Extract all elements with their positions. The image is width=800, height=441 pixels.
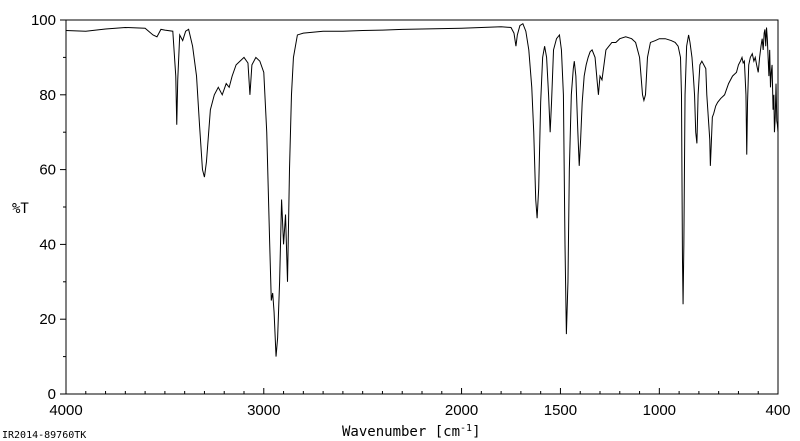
y-tick-label: 60	[39, 162, 56, 179]
x-tick-label: 1500	[544, 402, 577, 419]
x-axis-label-main: Wavenumber [cm	[342, 424, 460, 440]
x-axis-ticks: 4000 3000 2000 1500 1000 400	[49, 388, 791, 419]
x-tick-label: 4000	[49, 402, 82, 419]
plot-area-frame	[65, 19, 779, 395]
y-axis-label: %T	[12, 201, 29, 217]
x-tick-label: 3000	[247, 402, 280, 419]
x-tick-label: 2000	[445, 402, 478, 419]
y-tick-label: 0	[48, 386, 56, 403]
x-tick-label: 1000	[643, 402, 676, 419]
x-axis-label-superscript: -1	[460, 423, 472, 434]
spectrum-line	[65, 22, 779, 357]
y-axis-ticks: 0 20 40 60 80 100	[31, 12, 66, 403]
footer-id-label: IR2014-89760TK	[2, 430, 86, 441]
y-tick-label: 100	[31, 12, 56, 29]
y-tick-label: 20	[39, 311, 56, 328]
x-axis-label: Wavenumber [cm-1]	[342, 423, 481, 440]
x-tick-label: 400	[765, 402, 790, 419]
y-tick-label: 80	[39, 87, 56, 104]
y-tick-label: 40	[39, 236, 56, 253]
x-axis-label-close: ]	[472, 424, 480, 440]
